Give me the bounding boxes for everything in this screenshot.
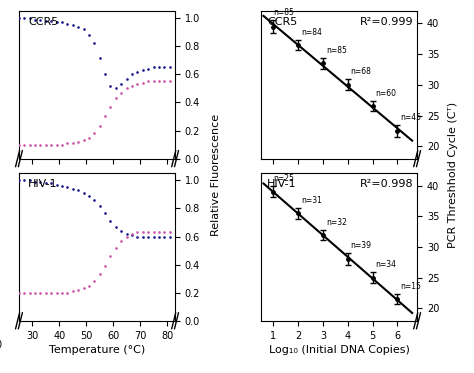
Text: HIV-1: HIV-1 xyxy=(267,179,297,189)
Text: R²=0.998: R²=0.998 xyxy=(360,179,414,189)
Text: n=85: n=85 xyxy=(273,8,294,17)
Text: n=45: n=45 xyxy=(400,113,421,122)
Text: Relative Fluorescence: Relative Fluorescence xyxy=(210,114,221,236)
Text: n=68: n=68 xyxy=(351,67,372,76)
Text: CCR5: CCR5 xyxy=(267,17,298,27)
Text: n=60: n=60 xyxy=(375,90,396,98)
X-axis label: Temperature (°C): Temperature (°C) xyxy=(49,345,145,355)
Text: PCR Threshhold Cycle (Cᵀ): PCR Threshhold Cycle (Cᵀ) xyxy=(447,102,458,248)
Text: n=31: n=31 xyxy=(301,196,322,205)
X-axis label: Log₁₀ (Initial DNA Copies): Log₁₀ (Initial DNA Copies) xyxy=(269,345,410,355)
Text: n=15: n=15 xyxy=(400,282,421,291)
Text: HIV-1: HIV-1 xyxy=(28,179,58,189)
Text: CCR5: CCR5 xyxy=(28,17,59,27)
Text: n=84: n=84 xyxy=(301,28,322,37)
Text: n=85: n=85 xyxy=(326,46,347,55)
Text: R²=0.999: R²=0.999 xyxy=(360,17,414,27)
Text: n=25: n=25 xyxy=(273,174,294,183)
Text: n=34: n=34 xyxy=(375,260,396,269)
Text: n=39: n=39 xyxy=(351,241,372,250)
Text: n=32: n=32 xyxy=(326,218,347,227)
Text: 0: 0 xyxy=(0,340,2,350)
